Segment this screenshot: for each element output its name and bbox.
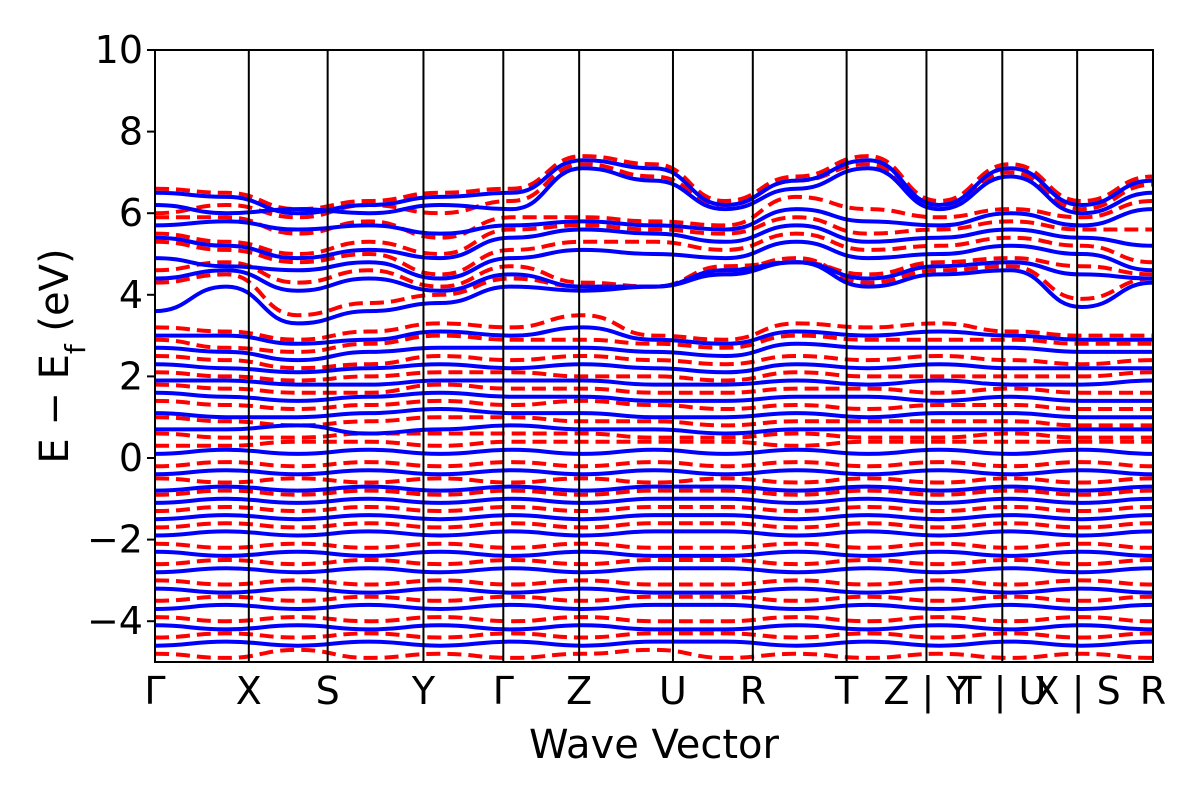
solid-band-line bbox=[155, 325, 1153, 346]
dashed-band-line bbox=[155, 439, 1153, 448]
solid-band-line bbox=[155, 341, 1153, 363]
y-tick-label: −4 bbox=[87, 599, 143, 643]
y-tick-label: 10 bbox=[95, 28, 143, 72]
x-axis-ticks: Γ X S Y Γ Z U R T Z | YT | UX | S R bbox=[144, 669, 1166, 714]
solid-band-line bbox=[155, 260, 1153, 326]
solid-band-line bbox=[155, 566, 1153, 575]
solid-band-line bbox=[155, 447, 1153, 456]
solid-band-line bbox=[155, 378, 1153, 387]
x-tick-label: R bbox=[1140, 669, 1166, 713]
x-tick-label: U bbox=[659, 669, 687, 713]
dashed-band-line bbox=[155, 194, 1153, 240]
y-tick-label: 6 bbox=[119, 191, 143, 235]
dashed-band-line bbox=[155, 154, 1153, 212]
solid-band-line bbox=[155, 586, 1153, 595]
solid-band-line bbox=[155, 406, 1153, 420]
high-symmetry-lines bbox=[247, 50, 1079, 662]
dashed-band-line bbox=[155, 415, 1153, 428]
solid-band-line bbox=[155, 602, 1153, 612]
y-tick-label: 0 bbox=[119, 436, 143, 480]
y-tick-label: −2 bbox=[87, 518, 143, 562]
y-axis-ticks: 10 8 6 4 2 0 −2 −4 bbox=[87, 28, 155, 643]
solid-band-line bbox=[155, 529, 1153, 538]
solid-band-line bbox=[155, 362, 1153, 375]
x-tick-label: Z | Y bbox=[883, 669, 970, 714]
x-tick-label: S bbox=[316, 669, 340, 713]
dashed-band-line bbox=[155, 313, 1153, 342]
dashed-band-line bbox=[155, 231, 1153, 277]
solid-band-line bbox=[155, 223, 1153, 261]
plot-frame bbox=[154, 49, 1154, 663]
dashed-band-line bbox=[155, 333, 1153, 354]
x-tick-label: Γ bbox=[144, 669, 165, 713]
y-axis-title: E − Ef (eV) bbox=[32, 248, 92, 463]
solid-band-line bbox=[155, 513, 1153, 522]
x-tick-label: T bbox=[834, 669, 859, 713]
solid-band-line bbox=[155, 484, 1153, 493]
y-tick-label: 4 bbox=[119, 273, 143, 317]
solid-band-line bbox=[155, 468, 1153, 477]
x-tick-label: X bbox=[236, 669, 262, 713]
y-tick-label: 8 bbox=[119, 110, 143, 154]
x-tick-label: X | S bbox=[1034, 669, 1121, 714]
x-tick-label: Y bbox=[411, 669, 436, 713]
x-tick-label: T | U bbox=[957, 669, 1046, 714]
solid-band-line bbox=[155, 496, 1153, 505]
x-tick-label: Γ bbox=[493, 669, 514, 713]
dashed-band-line bbox=[155, 215, 1153, 257]
solid-band-line bbox=[155, 639, 1153, 648]
solid-band-line bbox=[155, 166, 1153, 216]
bands-layer bbox=[155, 154, 1153, 660]
dashed-band-line bbox=[155, 256, 1153, 318]
solid-band-line bbox=[155, 549, 1153, 558]
solid-band-line bbox=[155, 423, 1153, 436]
y-tick-label: 2 bbox=[119, 354, 143, 398]
x-tick-label: Z bbox=[566, 669, 592, 713]
x-tick-label: R bbox=[740, 669, 766, 713]
solid-band-line bbox=[155, 390, 1153, 403]
x-axis-title: Wave Vector bbox=[529, 722, 780, 768]
dashed-band-line bbox=[155, 431, 1153, 440]
solid-band-line bbox=[155, 623, 1153, 632]
